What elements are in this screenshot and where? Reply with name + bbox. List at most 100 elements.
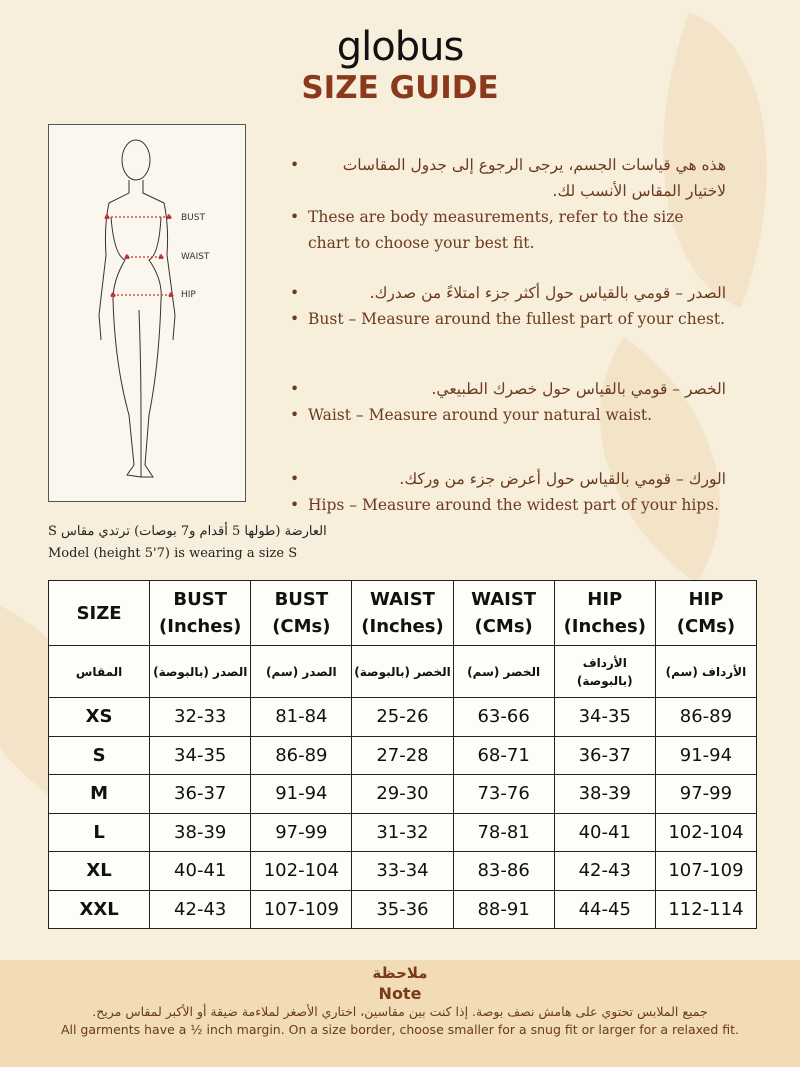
measurement-cell: 78-81 xyxy=(452,812,555,852)
model-caption-ar: العارضة (طولها 5 أقدام و7 بوصات) ترتدي م… xyxy=(48,524,327,539)
column-header-line: HIP xyxy=(688,589,724,610)
column-header: WAIST (CMs) xyxy=(452,580,555,646)
measurement-cell: 107-109 xyxy=(250,889,353,929)
size-cell: S xyxy=(47,735,151,775)
table-row: M 36-37 91-94 29-30 73-76 38-39 97-99 xyxy=(47,774,758,814)
model-caption-en: Model (height 5'7) is wearing a size S xyxy=(48,546,298,561)
model-caption: العارضة (طولها 5 أقدام و7 بوصات) ترتدي م… xyxy=(48,521,327,565)
measurement-cell: 35-36 xyxy=(351,889,454,929)
measurement-cell: 102-104 xyxy=(654,812,758,852)
measurement-cell: 27-28 xyxy=(351,735,454,775)
brand-logo: globus xyxy=(336,24,465,70)
column-header: BUST (Inches) xyxy=(149,580,252,646)
body-measurement-figure: BUST WAIST HIP xyxy=(48,124,246,502)
size-cell: L xyxy=(47,812,151,852)
column-header-ar: الأرداف (بالبوصة) xyxy=(553,645,656,698)
note-text-en: All garments have a ½ inch margin. On a … xyxy=(60,1022,740,1037)
hip-label: HIP xyxy=(181,290,196,300)
column-header-ar: المقاس xyxy=(47,645,151,698)
measurement-cell: 102-104 xyxy=(250,851,353,891)
measurement-cell: 36-37 xyxy=(553,735,656,775)
size-chart-table: SIZE BUST (Inches) BUST (CMs) WAIST (Inches) WA… xyxy=(47,580,758,929)
measurement-cell: 88-91 xyxy=(452,889,555,929)
measurement-cell: 97-99 xyxy=(654,774,758,814)
column-header: HIP (CMs) xyxy=(654,580,758,646)
column-header-line: BUST xyxy=(173,589,227,610)
page-title: SIZE GUIDE xyxy=(301,70,499,106)
column-header-line: BUST xyxy=(274,589,329,610)
instruction-en: Waist – Measure around your natural wais… xyxy=(288,402,728,428)
measurement-cell: 81-84 xyxy=(250,697,353,737)
measurement-cell: 42-43 xyxy=(553,851,656,891)
column-header-ar: الصدر (سم) xyxy=(250,645,353,698)
size-cell: XXL xyxy=(47,889,151,929)
column-header-line: HIP xyxy=(587,589,623,610)
column-header-ar: الخصر (سم) xyxy=(452,645,555,698)
instruction-en: Bust – Measure around the fullest part o… xyxy=(288,306,728,332)
instruction-general: هذه هي قياسات الجسم، يرجى الرجوع إلى جدو… xyxy=(288,152,728,256)
measurement-cell: 40-41 xyxy=(553,812,656,852)
instruction-en: Hips – Measure around the widest part of… xyxy=(288,492,728,518)
column-header-line: (Inches) xyxy=(361,616,444,637)
column-header-line: (Inches) xyxy=(159,616,242,637)
column-header-ar: الأرداف (سم) xyxy=(654,645,758,698)
column-header: WAIST (Inches) xyxy=(351,580,454,646)
column-header-ar: الخصر (بالبوصة) xyxy=(351,645,454,698)
measurement-cell: 91-94 xyxy=(654,735,758,775)
measurement-cell: 36-37 xyxy=(149,774,252,814)
table-row: XXL 42-43 107-109 35-36 88-91 44-45 112-114 xyxy=(47,889,758,929)
size-cell: XS xyxy=(47,697,151,737)
measurement-cell: 73-76 xyxy=(452,774,555,814)
measurement-cell: 29-30 xyxy=(351,774,454,814)
column-header-line: WAIST xyxy=(471,589,537,610)
note-title-en: Note xyxy=(378,984,422,1003)
body-silhouette-icon xyxy=(98,139,176,478)
measurement-cell: 38-39 xyxy=(553,774,656,814)
column-header-line: (CMs) xyxy=(272,616,331,637)
measurement-cell: 107-109 xyxy=(654,851,758,891)
measurement-cell: 112-114 xyxy=(654,889,758,929)
header-row: SIZE BUST (Inches) BUST (CMs) WAIST (Inches) WA… xyxy=(47,580,758,646)
instruction-en: These are body measurements, refer to th… xyxy=(288,204,728,256)
measurement-cell: 86-89 xyxy=(250,735,353,775)
instruction-hips: الورك – قومي بالقياس حول أعرض جزء من ورك… xyxy=(288,466,728,518)
waist-label: WAIST xyxy=(181,252,210,262)
measurement-cell: 83-86 xyxy=(452,851,555,891)
column-header: HIP (Inches) xyxy=(553,580,656,646)
header-row-arabic: المقاس الصدر (بالبوصة) الصدر (سم) الخصر (با… xyxy=(47,645,758,698)
measurement-cell: 31-32 xyxy=(351,812,454,852)
instruction-ar: الورك – قومي بالقياس حول أعرض جزء من ورك… xyxy=(288,466,728,492)
column-header-line: SIZE xyxy=(76,602,122,624)
column-header-line: (CMs) xyxy=(676,616,736,637)
table-row: XL 40-41 102-104 33-34 83-86 42-43 107-109 xyxy=(47,851,758,891)
measurement-cell: 34-35 xyxy=(553,697,656,737)
measurement-cell: 33-34 xyxy=(351,851,454,891)
column-header-line: WAIST xyxy=(370,589,435,610)
measurement-cell: 42-43 xyxy=(149,889,252,929)
instruction-ar: الخصر – قومي بالقياس حول خصرك الطبيعي. xyxy=(288,376,728,402)
table-row: XS 32-33 81-84 25-26 63-66 34-35 86-89 xyxy=(47,697,758,737)
measurement-cell: 86-89 xyxy=(654,697,758,737)
note-text-ar: جميع الملابس تحتوي على هامش نصف بوصة. إذ… xyxy=(92,1004,708,1019)
note-title-ar: ملاحظة xyxy=(372,964,428,982)
column-header-line: (CMs) xyxy=(474,616,533,637)
size-cell: XL xyxy=(47,851,151,891)
measurement-cell: 34-35 xyxy=(149,735,252,775)
measurement-cell: 38-39 xyxy=(149,812,252,852)
size-cell: M xyxy=(47,774,151,814)
bust-label: BUST xyxy=(181,213,205,223)
column-header-ar: الصدر (بالبوصة) xyxy=(149,645,252,698)
table-row: S 34-35 86-89 27-28 68-71 36-37 91-94 xyxy=(47,735,758,775)
measurement-instructions: هذه هي قياسات الجسم، يرجى الرجوع إلى جدو… xyxy=(288,152,728,542)
measurement-cell: 44-45 xyxy=(553,889,656,929)
table-row: L 38-39 97-99 31-32 78-81 40-41 102-104 xyxy=(47,812,758,852)
column-header: SIZE xyxy=(47,580,151,646)
measurement-cell: 68-71 xyxy=(452,735,555,775)
instruction-ar: هذه هي قياسات الجسم، يرجى الرجوع إلى جدو… xyxy=(288,152,728,204)
measurement-cell: 40-41 xyxy=(149,851,252,891)
instruction-waist: الخصر – قومي بالقياس حول خصرك الطبيعي. W… xyxy=(288,376,728,428)
instruction-ar: الصدر – قومي بالقياس حول أكثر جزء امتلاء… xyxy=(288,280,728,306)
measurement-cell: 32-33 xyxy=(149,697,252,737)
instruction-bust: الصدر – قومي بالقياس حول أكثر جزء امتلاء… xyxy=(288,280,728,332)
column-header-line: (Inches) xyxy=(563,616,646,637)
